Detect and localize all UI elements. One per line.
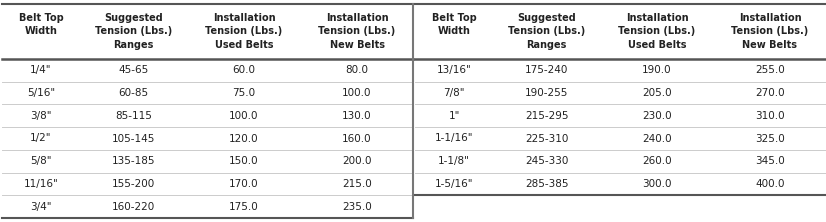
Text: Tension (Lbs.): Tension (Lbs.) xyxy=(508,26,585,36)
Text: Ranges: Ranges xyxy=(526,40,567,50)
Text: 3/4": 3/4" xyxy=(31,202,52,212)
Text: 105-145: 105-145 xyxy=(112,133,155,143)
Text: 80.0: 80.0 xyxy=(345,65,368,75)
Text: 310.0: 310.0 xyxy=(755,111,785,121)
Text: Tension (Lbs.): Tension (Lbs.) xyxy=(318,26,396,36)
Text: 175-240: 175-240 xyxy=(525,65,568,75)
Text: 60-85: 60-85 xyxy=(118,88,149,98)
Text: 60.0: 60.0 xyxy=(232,65,255,75)
Text: 100.0: 100.0 xyxy=(342,88,372,98)
Text: 155-200: 155-200 xyxy=(112,179,155,189)
Text: 255.0: 255.0 xyxy=(755,65,785,75)
Text: 245-330: 245-330 xyxy=(525,156,568,166)
Text: 160-220: 160-220 xyxy=(112,202,155,212)
Text: 205.0: 205.0 xyxy=(642,88,672,98)
Text: 45-65: 45-65 xyxy=(118,65,149,75)
Text: 135-185: 135-185 xyxy=(112,156,155,166)
Text: Tension (Lbs.): Tension (Lbs.) xyxy=(206,26,282,36)
Text: Tension (Lbs.): Tension (Lbs.) xyxy=(95,26,172,36)
Text: Belt Top: Belt Top xyxy=(432,14,477,24)
Text: 5/8": 5/8" xyxy=(31,156,52,166)
Text: 190-255: 190-255 xyxy=(525,88,568,98)
Text: Tension (Lbs.): Tension (Lbs.) xyxy=(731,26,809,36)
Text: Tension (Lbs.): Tension (Lbs.) xyxy=(619,26,695,36)
Text: 175.0: 175.0 xyxy=(229,202,259,212)
Text: Installation: Installation xyxy=(212,14,275,24)
Text: 1/4": 1/4" xyxy=(31,65,52,75)
Text: 3/8": 3/8" xyxy=(31,111,52,121)
Text: 225-310: 225-310 xyxy=(525,133,568,143)
Text: Suggested: Suggested xyxy=(104,14,163,24)
Text: 1-1/8": 1-1/8" xyxy=(438,156,470,166)
Text: 345.0: 345.0 xyxy=(755,156,785,166)
Text: 240.0: 240.0 xyxy=(642,133,672,143)
Text: New Belts: New Belts xyxy=(330,40,384,50)
Text: 130.0: 130.0 xyxy=(342,111,372,121)
Text: New Belts: New Belts xyxy=(743,40,797,50)
Text: 190.0: 190.0 xyxy=(642,65,672,75)
Text: 260.0: 260.0 xyxy=(642,156,672,166)
Text: 160.0: 160.0 xyxy=(342,133,372,143)
Text: 270.0: 270.0 xyxy=(755,88,785,98)
Text: Installation: Installation xyxy=(625,14,688,24)
Text: 1-5/16": 1-5/16" xyxy=(434,179,473,189)
Text: Ranges: Ranges xyxy=(113,40,154,50)
Text: 300.0: 300.0 xyxy=(643,179,672,189)
Text: 150.0: 150.0 xyxy=(229,156,259,166)
Text: 1/2": 1/2" xyxy=(31,133,52,143)
Text: 1-1/16": 1-1/16" xyxy=(434,133,473,143)
Text: Width: Width xyxy=(25,26,58,36)
Text: 200.0: 200.0 xyxy=(342,156,372,166)
Text: 100.0: 100.0 xyxy=(230,111,259,121)
Text: 170.0: 170.0 xyxy=(229,179,259,189)
Text: 1": 1" xyxy=(449,111,460,121)
Text: 5/16": 5/16" xyxy=(27,88,55,98)
Text: Suggested: Suggested xyxy=(517,14,576,24)
Text: 85-115: 85-115 xyxy=(115,111,152,121)
Text: Belt Top: Belt Top xyxy=(19,14,64,24)
Text: Installation: Installation xyxy=(738,14,801,24)
Text: 7/8": 7/8" xyxy=(444,88,465,98)
Text: Installation: Installation xyxy=(325,14,388,24)
Text: 13/16": 13/16" xyxy=(437,65,472,75)
Text: 120.0: 120.0 xyxy=(229,133,259,143)
Text: Used Belts: Used Belts xyxy=(215,40,273,50)
Text: 75.0: 75.0 xyxy=(232,88,255,98)
Text: 230.0: 230.0 xyxy=(642,111,672,121)
Text: 325.0: 325.0 xyxy=(755,133,785,143)
Text: Used Belts: Used Belts xyxy=(628,40,686,50)
Text: Width: Width xyxy=(438,26,471,36)
Text: 285-385: 285-385 xyxy=(525,179,568,189)
Text: 11/16": 11/16" xyxy=(24,179,59,189)
Text: 215.0: 215.0 xyxy=(342,179,372,189)
Text: 235.0: 235.0 xyxy=(342,202,372,212)
Text: 400.0: 400.0 xyxy=(755,179,785,189)
Text: 215-295: 215-295 xyxy=(525,111,568,121)
